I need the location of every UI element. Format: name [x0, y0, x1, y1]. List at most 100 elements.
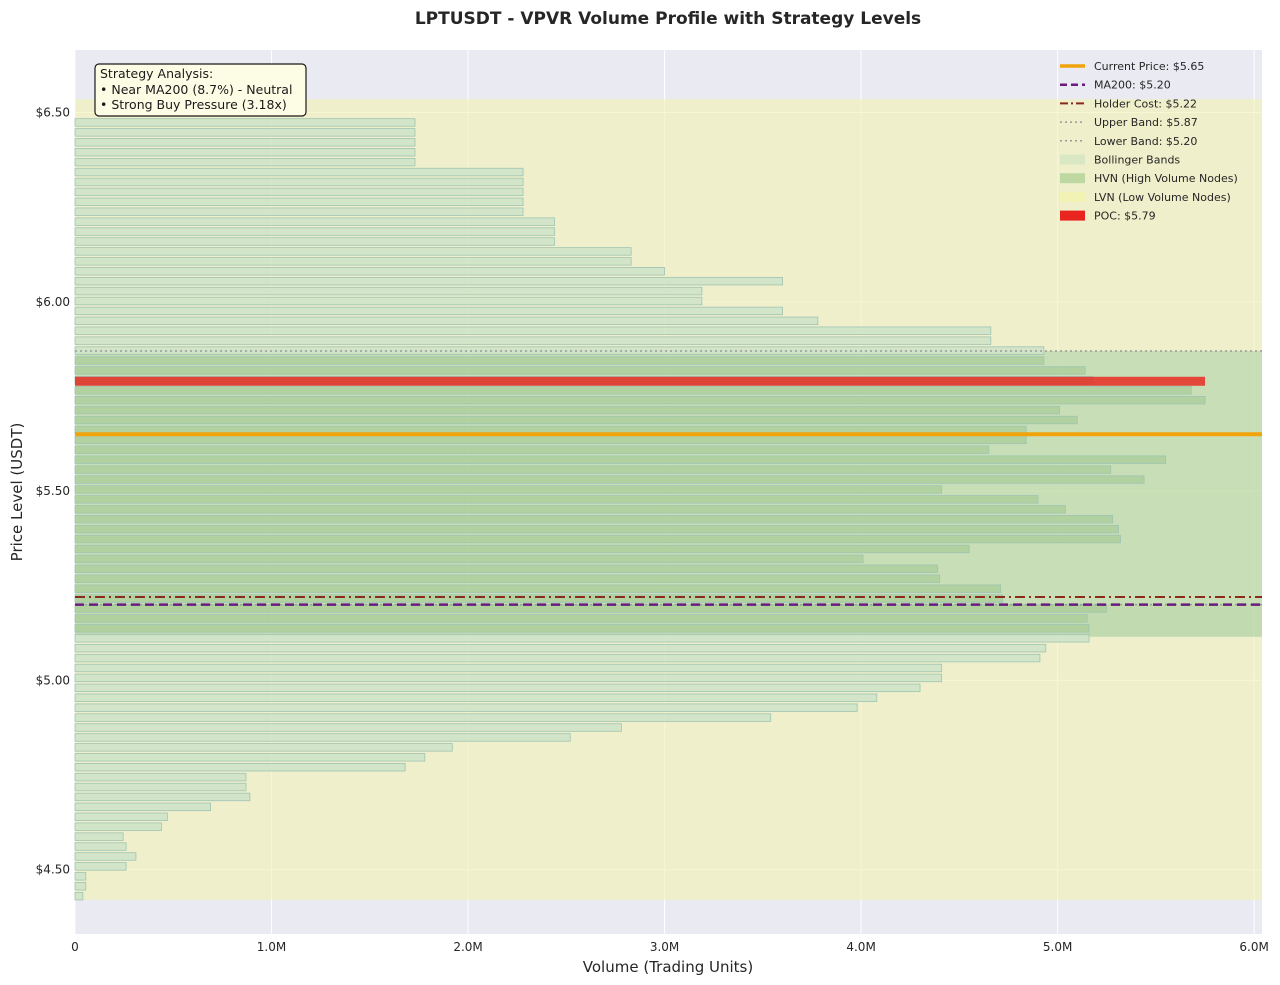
volume-bar [74, 852, 137, 861]
volume-bar [74, 862, 127, 871]
volume-bar [74, 405, 1060, 415]
legend-item: Upper Band: $5.87 [1060, 116, 1198, 129]
volume-bar [74, 386, 1192, 395]
volume-bar [74, 653, 1041, 663]
strategy-levels [75, 350, 1262, 606]
volume-bar [74, 138, 416, 147]
legend: Current Price: $5.65 MA200: $5.20 Holder C… [1060, 60, 1238, 223]
legend-item: LVN (Low Volume Nodes) [1060, 191, 1231, 204]
volume-bar [74, 207, 524, 216]
volume-bar [74, 247, 632, 256]
volume-bar [74, 276, 783, 286]
annotation-box-background [94, 63, 307, 117]
legend-item: Holder Cost: $5.22 [1060, 97, 1197, 110]
volume-bar [74, 227, 555, 236]
x-tick-label: 3.0M [650, 940, 679, 954]
legend-item: Lower Band: $5.20 [1060, 135, 1197, 148]
volume-bar [74, 306, 783, 316]
volume-bar [74, 763, 406, 772]
volume-bar [74, 128, 416, 137]
volume-bar [74, 792, 251, 802]
annotation-line: • Strong Buy Pressure (3.18x) [100, 97, 287, 112]
volume-bar [74, 435, 1027, 445]
volume-bar [74, 495, 1039, 504]
volume-bar [74, 802, 212, 812]
volume-bar [74, 574, 941, 583]
volume-bar [74, 713, 772, 722]
annotation-line: Strategy Analysis: [100, 66, 213, 81]
volume-bar [74, 842, 127, 851]
volume-bar [74, 703, 858, 712]
volume-bar [74, 485, 943, 494]
volume-bar [74, 515, 1114, 524]
volume-bar [74, 187, 524, 197]
legend-item: MA200: $5.20 [1060, 79, 1171, 92]
volume-bar [74, 415, 1078, 425]
legend-label: Holder Cost: $5.22 [1094, 97, 1197, 110]
legend-label: Lower Band: $5.20 [1094, 135, 1197, 148]
volume-bar [74, 782, 247, 792]
volume-bar [74, 624, 1090, 633]
x-axis-label: Volume (Trading Units) [583, 958, 753, 976]
y-axis-label: Price Level (USDT) [8, 423, 26, 562]
volume-bar [74, 326, 992, 335]
legend-swatch [1060, 154, 1085, 165]
x-tick-label: 1.0M [257, 940, 286, 954]
volume-bar [74, 455, 1167, 464]
volume-bar [74, 356, 1045, 365]
volume-bar [74, 643, 1047, 653]
volume-bar [74, 614, 1088, 623]
volume-bar [74, 753, 426, 762]
volume-bar [74, 316, 819, 326]
volume-bar [74, 634, 1090, 643]
volume-bar [74, 157, 416, 167]
volume-bar [74, 683, 921, 693]
x-tick-label: 2.0M [453, 940, 482, 954]
legend-item: POC: $5.79 [1060, 210, 1156, 223]
volume-bar [74, 217, 555, 226]
volume-bar [74, 197, 524, 206]
legend-label: MA200: $5.20 [1094, 79, 1171, 92]
y-tick-label: $6.50 [36, 105, 70, 119]
volume-bar [74, 832, 124, 841]
chart-title: LPTUSDT - VPVR Volume Profile with Strat… [415, 9, 921, 29]
volume-bar [74, 296, 703, 306]
legend-swatch [1060, 191, 1085, 202]
volume-bar [74, 812, 168, 821]
x-tick-label: 5.0M [1043, 940, 1072, 954]
volume-bar [74, 237, 555, 246]
volume-bar [74, 693, 878, 702]
y-tick-label: $5.50 [36, 484, 70, 498]
volume-bar [74, 882, 87, 891]
legend-label: Upper Band: $5.87 [1094, 116, 1198, 129]
legend-label: LVN (Low Volume Nodes) [1094, 191, 1231, 204]
legend-item: HVN (High Volume Nodes) [1060, 172, 1238, 185]
poc-bar [75, 376, 1206, 386]
volume-bar [74, 723, 622, 732]
volume-bar [74, 733, 571, 742]
volume-bar [74, 554, 864, 564]
legend-label: Current Price: $5.65 [1094, 60, 1204, 73]
x-tick-label: 4.0M [846, 940, 875, 954]
volume-bar [74, 445, 990, 454]
volume-bar [74, 267, 665, 276]
volume-bar [74, 366, 1086, 375]
volume-bar [74, 336, 992, 345]
volume-bar [74, 822, 162, 831]
legend-label: POC: $5.79 [1094, 210, 1156, 223]
volume-bar [74, 872, 87, 881]
axes: 0 1.0M 2.0M 3.0M 4.0M 5.0M 6.0M $4.50 $5.00 $5.50… [36, 105, 1269, 954]
annotation-line: • Near MA200 (8.7%) - Neutral [100, 82, 292, 97]
legend-label: Bollinger Bands [1094, 154, 1180, 167]
y-tick-label: $6.00 [36, 295, 70, 309]
legend-label: HVN (High Volume Nodes) [1094, 172, 1238, 185]
volume-bar [74, 505, 1066, 514]
legend-swatch [1060, 210, 1085, 221]
strategy-annotation: Strategy Analysis: • Near MA200 (8.7%) -… [94, 63, 307, 117]
volume-bar [74, 148, 416, 157]
volume-bar [74, 663, 943, 673]
x-tick-label: 6.0M [1239, 940, 1268, 954]
volume-bar [74, 177, 524, 187]
volume-bar [74, 584, 1002, 593]
